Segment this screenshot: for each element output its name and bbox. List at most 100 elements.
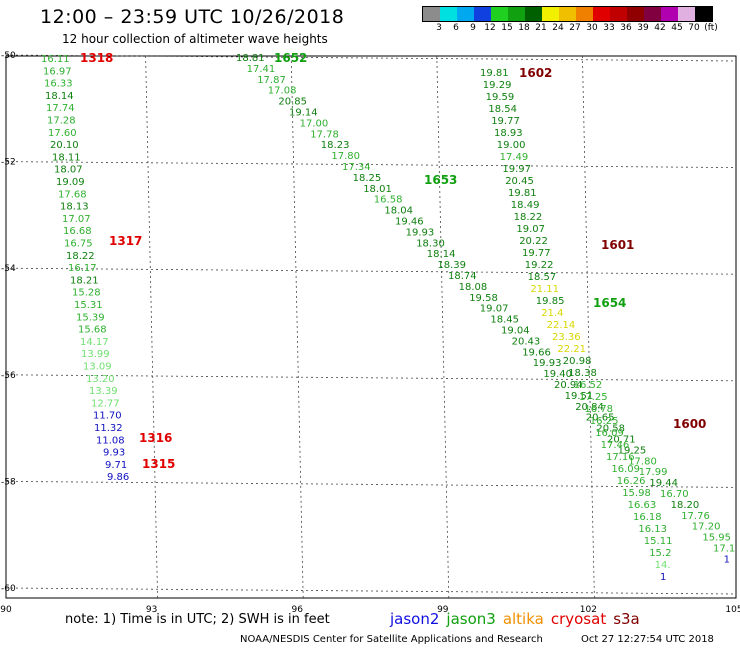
lat-tick-label: -58 bbox=[1, 477, 16, 487]
swh-value: 17.41 bbox=[247, 64, 276, 75]
meridian-line bbox=[290, 55, 304, 599]
colorbar-label: 3 bbox=[436, 23, 442, 33]
colorbar-swatch bbox=[695, 7, 712, 21]
swh-value: 19.97 bbox=[502, 164, 531, 175]
swh-value: 18.74 bbox=[448, 271, 477, 282]
chart-subtitle: 12 hour collection of altimeter wave hei… bbox=[62, 32, 328, 46]
swh-value: 13.09 bbox=[83, 362, 112, 373]
swh-value: 18.13 bbox=[60, 202, 89, 213]
swh-value: 16.11 bbox=[41, 54, 70, 65]
colorbar-swatch bbox=[542, 7, 559, 21]
swh-value: 11.70 bbox=[93, 411, 122, 422]
legend-item-s3a: s3a bbox=[613, 610, 640, 628]
swh-value: 17.76 bbox=[681, 511, 710, 522]
swh-value: 17.74 bbox=[46, 103, 75, 114]
satellite-legend: jason2 jason3 altika cryosat s3a bbox=[390, 610, 647, 628]
swh-value: 16.09 bbox=[611, 464, 640, 475]
swh-value: 9.86 bbox=[107, 472, 129, 483]
swh-value: 17.46 bbox=[601, 440, 630, 451]
swh-value: 19.25 bbox=[618, 445, 647, 456]
pass-number-tag: 1601 bbox=[601, 238, 634, 252]
colorbar-labels: 3 6 9 12 15 18 21 24 27 30 33 36 39 42 45 70 (ft) bbox=[422, 23, 740, 35]
swh-value: 18.04 bbox=[384, 206, 413, 217]
meridian-line bbox=[436, 55, 450, 599]
colorbar-swatch bbox=[457, 7, 474, 21]
swh-value: 18.21 bbox=[70, 275, 99, 286]
swh-value: 18.49 bbox=[511, 200, 540, 211]
swh-value: 16.97 bbox=[43, 66, 72, 77]
swh-value: 17.78 bbox=[310, 129, 339, 140]
swh-value: 16.13 bbox=[638, 524, 667, 535]
swh-value: 16.75 bbox=[64, 239, 93, 250]
swh-value: 22.21 bbox=[557, 344, 586, 355]
swh-value: 19.46 bbox=[395, 217, 424, 228]
pass-number-tag: 1653 bbox=[424, 173, 457, 187]
swh-value: 20.85 bbox=[278, 97, 307, 108]
swh-value: 11.08 bbox=[96, 435, 125, 446]
parallel-line bbox=[5, 54, 737, 62]
swh-value: 17.80 bbox=[628, 456, 657, 467]
pass-number-tag: 1317 bbox=[109, 234, 142, 248]
swh-value: 19.09 bbox=[56, 177, 85, 188]
swh-value: 19.59 bbox=[486, 92, 515, 103]
swh-value: 20.94 bbox=[554, 380, 583, 391]
swh-value: 17.99 bbox=[639, 467, 668, 478]
colorbar-swatch bbox=[491, 7, 508, 21]
colorbar-swatch bbox=[627, 7, 644, 21]
swh-value: 20.43 bbox=[512, 336, 541, 347]
swh-value: 17.28 bbox=[47, 116, 76, 127]
colorbar-swatch bbox=[644, 7, 661, 21]
swh-value: 18.08 bbox=[459, 282, 488, 293]
swh-value: 16.70 bbox=[660, 489, 689, 500]
swh-value: 18.45 bbox=[490, 315, 519, 326]
colorbar-label: 18 bbox=[518, 23, 530, 33]
colorbar-swatch bbox=[678, 7, 695, 21]
swh-value: 18.22 bbox=[66, 251, 95, 262]
swh-value: 15.11 bbox=[644, 536, 673, 547]
colorbar-label: 70 bbox=[688, 23, 700, 33]
swh-value: 20.98 bbox=[563, 356, 592, 367]
swh-value: 18.22 bbox=[514, 212, 543, 223]
swh-value: 18.25 bbox=[353, 173, 382, 184]
lat-tick-label: -60 bbox=[1, 584, 16, 594]
colorbar-label: 36 bbox=[620, 23, 632, 33]
colorbar-label: 33 bbox=[603, 23, 615, 33]
swh-value: 17.16 bbox=[606, 452, 635, 463]
swh-value: 17.20 bbox=[692, 522, 721, 533]
credit-line: NOAA/NESDIS Center for Satellite Applica… bbox=[240, 634, 543, 645]
swh-value: 19.14 bbox=[289, 108, 318, 119]
swh-value: 18.01 bbox=[363, 184, 392, 195]
lon-tick-label: 90 bbox=[0, 605, 12, 615]
swh-value: 17.60 bbox=[48, 128, 77, 139]
swh-value: 20.84 bbox=[575, 402, 604, 413]
swh-value: 22.14 bbox=[547, 320, 576, 331]
parallel-line bbox=[5, 161, 737, 168]
swh-value: 19.07 bbox=[480, 304, 509, 315]
swh-value: 19.58 bbox=[469, 293, 498, 304]
swh-value: 19.44 bbox=[649, 478, 678, 489]
parallel-line bbox=[5, 267, 737, 275]
swh-value: 18.81 bbox=[236, 53, 265, 64]
swh-value: 16.58 bbox=[374, 195, 403, 206]
swh-value: 19.81 bbox=[508, 188, 537, 199]
swh-value: 15.39 bbox=[76, 312, 105, 323]
swh-value: 15.68 bbox=[78, 325, 107, 336]
swh-value: 11.32 bbox=[94, 423, 123, 434]
swh-value: 19.51 bbox=[565, 391, 594, 402]
swh-value: 1 bbox=[660, 572, 666, 583]
pass-number-tag: 1318 bbox=[80, 51, 113, 65]
swh-value: 18.11 bbox=[52, 152, 81, 163]
swh-value: 20.71 bbox=[607, 435, 636, 446]
swh-value: 15.98 bbox=[622, 488, 651, 499]
colorbar-swatch bbox=[474, 7, 491, 21]
swh-value: 17.68 bbox=[58, 189, 87, 200]
colorbar-swatch bbox=[610, 7, 627, 21]
swh-value: 16.68 bbox=[63, 226, 92, 237]
colorbar-label: 42 bbox=[654, 23, 666, 33]
swh-value: 20.65 bbox=[586, 413, 615, 424]
swh-value: 17.00 bbox=[300, 118, 329, 129]
swh-value: 19.04 bbox=[501, 326, 530, 337]
swh-value: 19.00 bbox=[497, 140, 526, 151]
swh-value: 17.08 bbox=[268, 86, 297, 97]
